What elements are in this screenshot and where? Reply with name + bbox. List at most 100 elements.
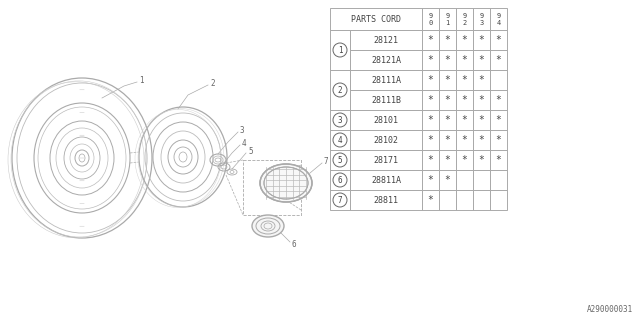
Text: *: * [428,195,433,205]
Bar [490,150,507,170]
Bar [473,30,490,50]
Bar [243,160,301,215]
Text: *: * [445,115,451,125]
Text: *: * [428,35,433,45]
Bar [456,8,473,30]
Text: *: * [445,175,451,185]
Text: *: * [445,135,451,145]
Text: 3: 3 [338,116,342,124]
Text: *: * [479,115,484,125]
Bar [422,8,439,30]
Bar [350,170,422,190]
Bar [350,50,422,70]
Bar [350,90,422,110]
Text: 7: 7 [324,156,328,165]
Bar [473,50,490,70]
Bar [456,190,473,210]
Bar [422,170,439,190]
Text: 28111B: 28111B [371,95,401,105]
Bar [350,70,422,90]
Bar [490,50,507,70]
Text: A290000031: A290000031 [587,306,633,315]
Bar [330,130,350,150]
Text: *: * [495,155,501,165]
Text: 9
1: 9 1 [445,12,450,26]
Text: *: * [461,35,467,45]
Bar [473,70,490,90]
Text: *: * [479,135,484,145]
Text: 28121A: 28121A [371,55,401,65]
Bar [473,90,490,110]
Text: *: * [445,75,451,85]
Text: *: * [495,135,501,145]
Bar [330,8,422,30]
Bar [473,190,490,210]
Bar [439,190,456,210]
Text: *: * [461,155,467,165]
Bar [330,30,350,70]
Bar [473,8,490,30]
Bar [456,70,473,90]
Text: *: * [428,155,433,165]
Text: 28171: 28171 [374,156,399,164]
Text: *: * [445,155,451,165]
Text: 5: 5 [248,147,253,156]
Bar [422,110,439,130]
Text: 9
4: 9 4 [497,12,500,26]
Text: *: * [428,175,433,185]
Text: 4: 4 [242,139,246,148]
Text: *: * [445,95,451,105]
Text: PARTS CORD: PARTS CORD [351,14,401,23]
Ellipse shape [260,164,312,202]
Text: 9
3: 9 3 [479,12,484,26]
Text: *: * [428,75,433,85]
Bar [350,190,422,210]
Bar [456,90,473,110]
Bar [473,150,490,170]
Text: *: * [479,35,484,45]
Bar [330,70,350,110]
Bar [456,170,473,190]
Bar [456,110,473,130]
Text: 1: 1 [338,45,342,54]
Bar [350,150,422,170]
Text: *: * [461,135,467,145]
Bar [439,30,456,50]
Bar [422,190,439,210]
Text: *: * [428,55,433,65]
Text: *: * [428,115,433,125]
Text: 28102: 28102 [374,135,399,145]
Bar [456,30,473,50]
Bar [456,150,473,170]
Text: *: * [495,55,501,65]
Bar [422,50,439,70]
Text: *: * [461,55,467,65]
Bar [439,150,456,170]
Bar [350,110,422,130]
Text: *: * [428,135,433,145]
Bar [456,130,473,150]
Text: 3: 3 [240,125,244,134]
Text: 6: 6 [292,239,296,249]
Bar [456,50,473,70]
Bar [490,110,507,130]
Bar [422,90,439,110]
Bar [330,150,350,170]
Bar [490,170,507,190]
Text: 9
0: 9 0 [428,12,433,26]
Bar [490,30,507,50]
Bar [490,190,507,210]
Bar [439,70,456,90]
Text: 2: 2 [338,85,342,94]
Bar [422,130,439,150]
Text: *: * [495,115,501,125]
Text: 28111A: 28111A [371,76,401,84]
Bar [439,8,456,30]
Bar [330,170,350,190]
Bar [439,170,456,190]
Bar [350,130,422,150]
Text: 4: 4 [338,135,342,145]
Text: *: * [495,35,501,45]
Bar [490,8,507,30]
Bar [473,110,490,130]
